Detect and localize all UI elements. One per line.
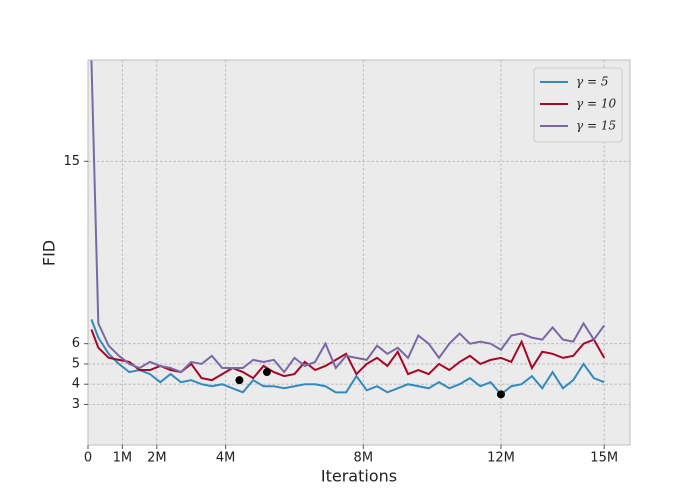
legend-label: γ = 15 — [576, 119, 616, 133]
x-tick-label: 8M — [354, 451, 374, 466]
x-tick-label: 0 — [84, 451, 92, 466]
y-tick-label: 6 — [72, 336, 80, 351]
y-tick-label: 5 — [72, 356, 80, 371]
y-tick-label: 3 — [72, 397, 80, 412]
x-tick-label: 1M — [113, 451, 133, 466]
grid — [87, 60, 630, 445]
highlight-point — [235, 376, 244, 385]
y-axis-label: FID — [40, 240, 59, 266]
plot-frame — [87, 59, 631, 446]
x-tick-label: 15M — [590, 451, 618, 466]
legend-box — [533, 67, 623, 143]
x-tick-label: 2M — [147, 451, 167, 466]
legend-label: γ = 10 — [576, 97, 616, 111]
series-line — [90, 329, 606, 382]
legend-label: γ = 5 — [576, 75, 609, 89]
series-line — [90, 319, 605, 396]
series-lines — [90, 60, 606, 399]
highlight-point — [496, 390, 505, 399]
x-axis-label: Iterations — [321, 467, 397, 486]
y-tick-label: 4 — [72, 377, 80, 392]
legend: γ = 5 γ = 10 γ = 15 — [533, 67, 623, 143]
x-tick-label: 4M — [216, 451, 236, 466]
highlight-point — [262, 368, 271, 377]
x-tick-label: 12M — [487, 451, 515, 466]
series-line — [90, 60, 605, 374]
y-tick-label: 15 — [63, 154, 80, 169]
